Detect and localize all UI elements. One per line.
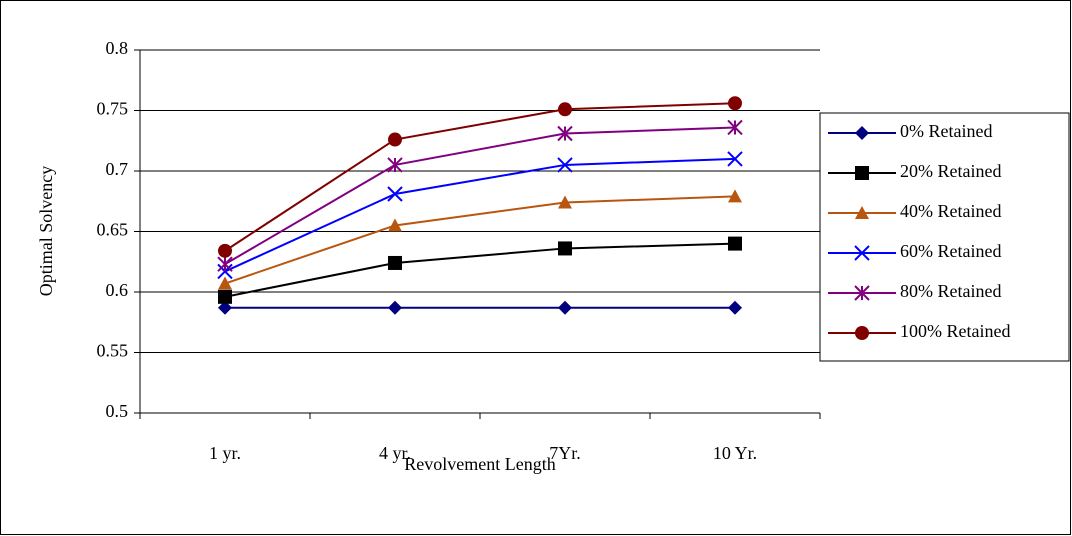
x-axis-label: Revolvement Length (404, 454, 555, 474)
marker (218, 276, 232, 290)
y-axis-label: Optimal Solvency (36, 166, 56, 296)
y-tick-label: 0.65 (97, 220, 129, 240)
x-tick-label: 4 yr. (379, 443, 411, 463)
legend-label: 100% Retained (900, 321, 1010, 341)
legend-box (819, 112, 1070, 362)
marker (854, 245, 870, 261)
series-line (224, 242, 736, 298)
y-tick-label: 0.55 (97, 341, 129, 361)
marker (388, 255, 402, 270)
legend-label: 0% Retained (900, 121, 992, 141)
marker (728, 300, 742, 315)
marker (218, 300, 232, 315)
y-tick-label: 0.5 (106, 401, 129, 421)
marker (217, 263, 233, 280)
marker (855, 126, 869, 140)
marker (728, 236, 742, 251)
legend-label: 20% Retained (900, 161, 1001, 181)
y-tick-label: 0.8 (106, 38, 129, 58)
marker (557, 125, 573, 142)
marker (388, 218, 402, 232)
marker (855, 166, 869, 180)
marker (217, 256, 233, 272)
series-line (224, 126, 736, 266)
legend-label: 60% Retained (900, 241, 1001, 261)
marker (218, 289, 232, 304)
marker (558, 241, 572, 256)
series-line (224, 195, 736, 285)
marker (855, 326, 869, 340)
series-line (224, 157, 736, 273)
marker (387, 157, 403, 173)
legend-label: 40% Retained (900, 201, 1001, 221)
marker (218, 243, 232, 258)
marker (728, 189, 742, 203)
marker (727, 151, 743, 167)
series-line (224, 102, 736, 252)
y-tick-label: 0.6 (106, 280, 129, 300)
x-tick-label: 10 Yr. (713, 443, 757, 463)
y-tick-label: 0.75 (97, 99, 129, 119)
marker (727, 119, 743, 136)
marker (854, 285, 870, 301)
marker (387, 186, 403, 202)
marker (388, 132, 402, 147)
marker (855, 206, 869, 219)
x-tick-label: 7Yr. (549, 443, 581, 463)
legend-label: 80% Retained (900, 281, 1001, 301)
marker (728, 96, 742, 111)
y-tick-label: 0.7 (106, 159, 129, 179)
marker (558, 300, 572, 315)
marker (558, 102, 572, 117)
marker (558, 195, 572, 209)
marker (388, 300, 402, 315)
marker (557, 157, 573, 173)
x-tick-label: 1 yr. (209, 443, 241, 463)
